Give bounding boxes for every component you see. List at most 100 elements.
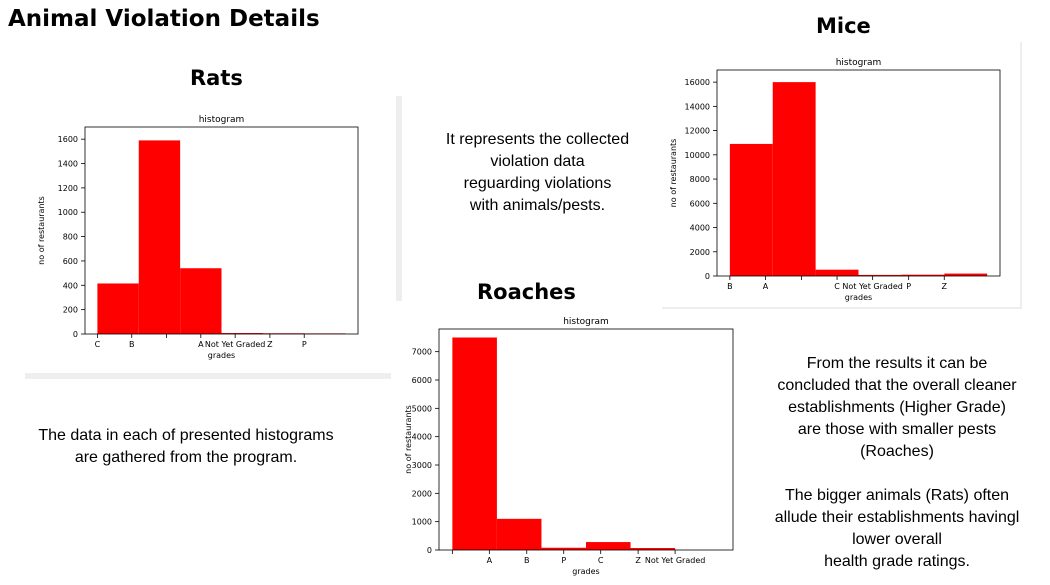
chart-roaches-xlabel: grades <box>572 567 599 576</box>
chart-roaches-xtick-label-3: P <box>561 556 566 565</box>
roaches-chart-heading: Roaches <box>477 280 576 304</box>
rats-chart-panel: 0 200 400 600 800 1000 1200 1400 1600 C B A Not Yet … <box>25 96 391 373</box>
chart-roaches-ytick-label-3: 3000 <box>412 461 432 470</box>
chart-mice-ytick-label-0: 0 <box>705 272 710 281</box>
chart-rats-xtick-label-1: B <box>129 340 135 349</box>
chart-roaches-bar-3 <box>586 542 631 550</box>
chart-rats-xtick-label-4: Not Yet Graded <box>205 340 265 349</box>
chart-mice-ytick-label-4: 8000 <box>690 175 710 184</box>
intro-line: violation data <box>490 153 585 170</box>
chart-mice-bar-1 <box>772 82 816 276</box>
chart-mice-xtick-label-0: B <box>727 282 733 291</box>
chart-mice-ytick-label-2: 4000 <box>690 224 710 233</box>
chart-roaches-bar-1 <box>496 518 542 550</box>
chart-roaches-ytick-label-0: 0 <box>427 546 432 555</box>
chart-mice-xlabel: grades <box>845 293 872 302</box>
source-text: The data in each of presented histograms… <box>10 425 362 469</box>
chart-roaches-ytick-label-7: 7000 <box>412 348 432 357</box>
conclusion-line: are those with smaller pests <box>797 421 997 438</box>
chart-rats-xlabel: grades <box>208 351 235 360</box>
chart-mice-ytick-label-3: 6000 <box>690 199 710 208</box>
chart-roaches-ylabel: no of restaurants <box>404 405 413 474</box>
chart-mice-bar-2 <box>815 269 859 276</box>
chart-roaches-ytick-label-4: 4000 <box>412 433 432 442</box>
chart-rats-bar-1 <box>138 140 181 334</box>
chart-rats-plot-frame <box>84 126 359 335</box>
intro-line: with animals/pests. <box>469 197 606 214</box>
chart-mice-ytick-label-8: 16000 <box>685 78 710 87</box>
chart-roaches-xtick-label-2: B <box>524 556 530 565</box>
chart-roaches-xtick-label-4: C <box>598 556 604 565</box>
chart-roaches-ytick-label-2: 2000 <box>412 489 432 498</box>
chart-rats-xtick-label-5: Z <box>267 340 273 349</box>
chart-mice-title: histogram <box>836 58 882 68</box>
rats-chart-heading: Rats <box>190 66 243 90</box>
chart-roaches-xtick-label-1: A <box>487 556 493 565</box>
chart-rats-ylabel: no of restaurants <box>37 196 46 265</box>
intro-line: It represents the collected <box>445 131 630 148</box>
chart-rats-bar-0 <box>97 283 139 334</box>
chart-roaches-title: histogram <box>563 317 609 327</box>
rats-histogram: 0 200 400 600 800 1000 1200 1400 1600 C B A Not Yet … <box>37 115 359 360</box>
chart-roaches-plot-frame <box>438 328 734 551</box>
chart-mice-ytick-label-7: 14000 <box>685 102 710 111</box>
divider <box>396 96 402 301</box>
chart-mice-xtick-label-4: Not Yet Graded <box>842 282 902 291</box>
chart-rats-bar-3 <box>221 333 263 334</box>
chart-roaches-bar-2 <box>541 547 586 550</box>
page-title: Animal Violation Details <box>8 6 320 32</box>
chart-roaches-ytick-label-6: 6000 <box>412 376 432 385</box>
chart-roaches-xtick-label-5: Z <box>635 556 641 565</box>
chart-mice-xtick-label-6: Z <box>942 282 948 291</box>
conclusion-line: The bigger animals (Rats) often <box>784 487 1010 504</box>
chart-rats-xtick-label-6: P <box>302 340 307 349</box>
chart-mice-ytick-label-1: 2000 <box>690 248 710 257</box>
chart-rats-xtick-label-0: C <box>95 340 101 349</box>
chart-rats-ytick-label-0: 0 <box>73 330 78 339</box>
chart-rats-ytick-label-5: 1000 <box>58 208 78 217</box>
conclusion-line: lower overall <box>852 531 942 548</box>
chart-roaches-ytick-label-1: 1000 <box>412 518 432 527</box>
chart-mice-bar-0 <box>729 143 773 276</box>
chart-roaches-ytick-label-5: 5000 <box>412 404 432 413</box>
chart-mice-bar-4 <box>901 274 945 276</box>
conclusion-line: (Roaches) <box>860 443 934 460</box>
conclusion-line: health grade ratings. <box>824 553 970 570</box>
intro-line: reguarding violations <box>463 175 612 192</box>
conclusion-text: From the results it can be concluded tha… <box>752 353 1042 573</box>
chart-rats-ytick-label-6: 1200 <box>58 184 78 193</box>
source-line: The data in each of presented histograms <box>38 427 334 444</box>
chart-roaches-bar-0 <box>452 337 497 550</box>
chart-rats-ytick-label-4: 800 <box>63 233 78 242</box>
chart-roaches-xtick-label-6: Not Yet Graded <box>645 556 705 565</box>
chart-mice-ytick-label-6: 12000 <box>685 127 710 136</box>
chart-mice-ytick-label-5: 10000 <box>685 151 710 160</box>
chart-mice-bar-3 <box>858 274 902 276</box>
paragraph-gap <box>752 463 1042 485</box>
source-line: are gathered from the program. <box>74 449 298 466</box>
chart-mice-plot-frame <box>716 69 1001 277</box>
chart-rats-bar-2 <box>180 268 222 334</box>
conclusion-line: From the results it can be <box>806 355 988 372</box>
chart-mice-xtick-label-5: P <box>906 282 911 291</box>
chart-mice-xtick-label-3: C <box>834 282 840 291</box>
chart-mice-xtick-label-1: A <box>763 282 769 291</box>
mice-histogram: 0 2000 4000 6000 8000 10000 12000 14000 16000 B A C… <box>669 58 1001 302</box>
roaches-chart-panel: 0 1000 2000 3000 4000 5000 6000 7000 A B P C Z Not Ye… <box>398 309 754 581</box>
conclusion-line: concluded that the overall cleaner <box>777 377 1017 394</box>
chart-rats-ytick-label-2: 400 <box>63 281 78 290</box>
mice-chart-heading: Mice <box>816 14 871 38</box>
chart-rats-ytick-label-7: 1400 <box>58 160 78 169</box>
conclusion-line: establishments (Higher Grade) <box>788 399 1006 416</box>
roaches-histogram: 0 1000 2000 3000 4000 5000 6000 7000 A B P C Z Not Ye… <box>404 317 734 576</box>
chart-rats-title: histogram <box>199 115 245 125</box>
chart-rats-ytick-label-1: 200 <box>63 306 78 315</box>
chart-rats-ytick-label-8: 1600 <box>58 135 78 144</box>
mice-chart-panel: 0 2000 4000 6000 8000 10000 12000 14000 16000 B A C… <box>660 40 1020 307</box>
chart-rats-xtick-label-3: A <box>198 340 204 349</box>
intro-text: It represents the collected violation da… <box>425 129 650 217</box>
chart-mice-ylabel: no of restaurants <box>669 139 678 208</box>
conclusion-line: allude their establishments havingl <box>774 509 1020 526</box>
chart-mice-bar-5 <box>944 273 988 276</box>
chart-rats-ytick-label-3: 600 <box>63 257 78 266</box>
